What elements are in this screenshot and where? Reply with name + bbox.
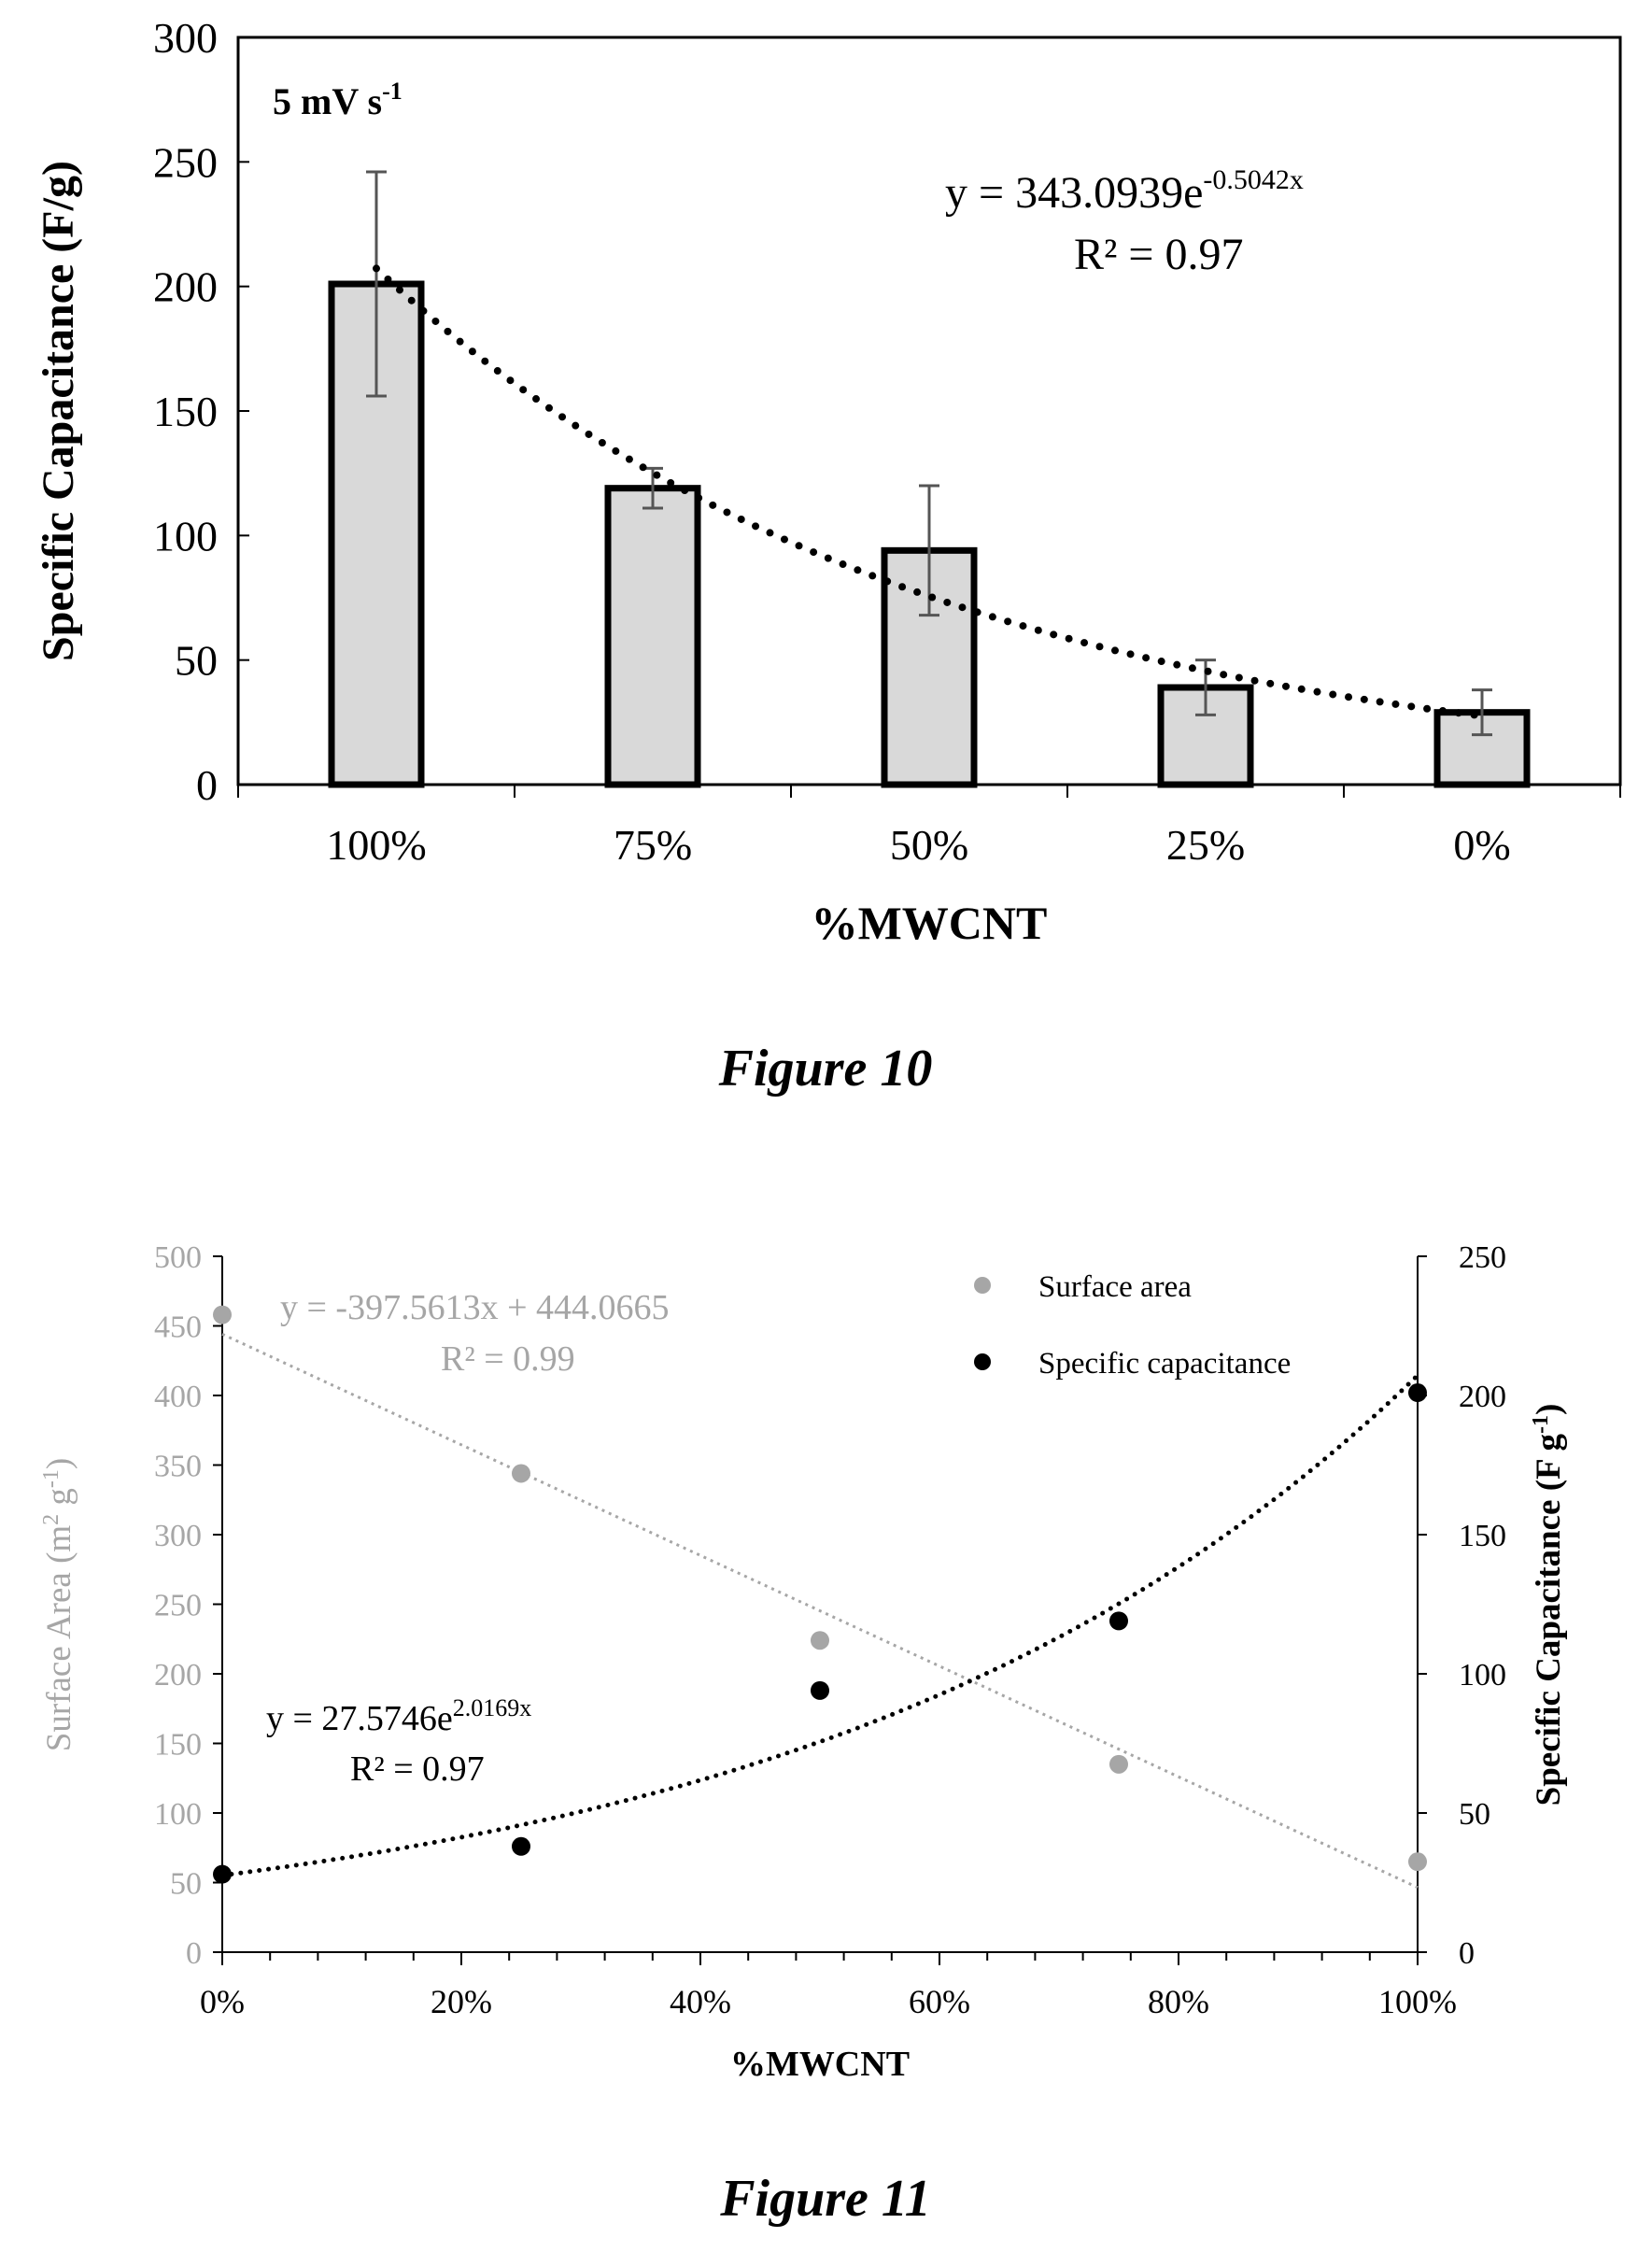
fig11-specific-capacitance-point [811, 1680, 829, 1700]
fig10-x-axis: 100% 75% 50% 25% 0% [237, 785, 1621, 869]
fig11-specific-capacitance-point [213, 1864, 232, 1884]
figure-10-caption: Figure 10 [718, 1040, 933, 1098]
fig10-scan-rate-annotation: 5 mV s-1 [273, 78, 402, 122]
fig11-surface-area-point [213, 1305, 232, 1324]
fig11-capacitance-exponential-trendline [219, 1373, 1420, 1878]
legend-marker-surface-area [974, 1277, 991, 1294]
fig11-trendlines [219, 1332, 1420, 1890]
fig10-y-tick-label: 300 [153, 14, 218, 62]
fig11-points [213, 1305, 1427, 1884]
fig11-x-tick-label: 0% [200, 1983, 245, 2020]
fig10-trend-equation: y = 343.0939e-0.5042x [945, 164, 1304, 218]
fig11-right-tick-label: 0 [1459, 1936, 1475, 1971]
fig10-y-tick-label: 200 [153, 263, 218, 311]
fig11-left-tick-label: 450 [154, 1310, 202, 1345]
fig11-surface-area-point [1408, 1852, 1427, 1872]
fig11-left-axis-label: Surface Area (m2 g-1) [39, 1458, 78, 1752]
fig11-right-tick-label: 150 [1459, 1519, 1506, 1553]
fig10-exponential-trendline [373, 264, 1486, 720]
fig11-right-y-axis: 0 50 100 150 200 250 [1418, 1240, 1506, 1971]
fig11-left-y-axis: 0 50 100 150 200 250 300 350 400 450 500 [154, 1240, 222, 1971]
fig10-x-axis-label: %MWCNT [812, 897, 1048, 949]
fig11-specific-capacitance-point [1109, 1611, 1128, 1631]
fig11-surface-area-point [1109, 1754, 1128, 1774]
fig10-x-tick-label: 100% [326, 821, 426, 869]
fig11-capacitance-trend-equation: y = 27.5746e2.0169x [266, 1694, 531, 1738]
legend-marker-specific-capacitance [974, 1353, 991, 1370]
fig10-bar [604, 485, 701, 788]
figure-11-caption: Figure 11 [719, 2170, 931, 2228]
fig11-right-tick-label: 50 [1459, 1797, 1490, 1832]
fig11-x-tick-label: 100% [1378, 1983, 1457, 2020]
fig11-capacitance-r-squared: R² = 0.97 [350, 1749, 485, 1789]
fig10-y-tick-label: 150 [153, 388, 218, 435]
fig10-x-tick-label: 75% [614, 821, 692, 869]
fig11-specific-capacitance-point [512, 1836, 530, 1856]
fig11-left-tick-label: 100 [154, 1797, 202, 1832]
figure-11-chart: 0 50 100 150 200 250 300 350 400 450 500 0 50 100 150… [39, 1240, 1568, 2084]
fig10-x-tick-label: 50% [890, 821, 968, 869]
legend-label-specific-capacitance: Specific capacitance [1038, 1347, 1291, 1381]
fig11-surface-area-point [811, 1631, 829, 1650]
fig10-y-tick-label: 50 [175, 637, 218, 685]
fig10-r-squared: R² = 0.97 [1074, 230, 1243, 279]
fig10-y-tick-label: 0 [196, 761, 218, 809]
fig11-specific-capacitance-point [1408, 1383, 1427, 1403]
fig11-left-tick-label: 0 [186, 1936, 202, 1971]
fig11-surface-linear-trendline [221, 1332, 1419, 1890]
fig11-legend: Surface area Specific capacitance [974, 1270, 1291, 1381]
fig11-x-tick-label: 40% [670, 1983, 731, 2020]
fig10-y-axis: 0 50 100 150 200 250 300 [153, 14, 249, 809]
fig11-left-tick-label: 200 [154, 1658, 202, 1693]
fig11-x-tick-label: 60% [909, 1983, 970, 2020]
fig11-x-tick-label: 80% [1148, 1983, 1209, 2020]
fig10-x-tick-label: 0% [1453, 821, 1510, 869]
figure-10-chart: 0 50 100 150 200 250 300 100% 75% 50% 25% 0% 5 mV … [34, 14, 1622, 949]
fig11-left-tick-label: 250 [154, 1589, 202, 1623]
fig11-left-tick-label: 400 [154, 1380, 202, 1414]
legend-label-surface-area: Surface area [1038, 1270, 1192, 1304]
fig11-x-axis-label: %MWCNT [730, 2045, 910, 2084]
fig11-right-tick-label: 250 [1459, 1240, 1506, 1275]
fig11-left-tick-label: 300 [154, 1519, 202, 1553]
fig10-bar [1433, 709, 1531, 788]
fig11-left-tick-label: 500 [154, 1240, 202, 1275]
fig11-surface-r-squared: R² = 0.99 [441, 1339, 575, 1379]
fig11-x-axis: 0% 20% 40% 60% 80% 100% [200, 1952, 1457, 2020]
fig11-right-axis-label: Specific Capacitance (F g-1) [1529, 1404, 1568, 1806]
fig11-right-tick-label: 100 [1459, 1658, 1506, 1693]
fig10-y-tick-label: 250 [153, 138, 218, 186]
fig11-left-tick-label: 50 [170, 1867, 202, 1902]
fig10-trendline [373, 264, 1486, 720]
fig11-right-tick-label: 200 [1459, 1380, 1506, 1414]
fig11-surface-area-point [512, 1464, 530, 1483]
fig11-left-tick-label: 150 [154, 1728, 202, 1763]
fig10-y-tick-label: 100 [153, 512, 218, 559]
fig10-bars [328, 280, 1531, 788]
fig10-error-bars [366, 170, 1492, 737]
fig10-x-tick-label: 25% [1166, 821, 1245, 869]
fig11-surface-trend-equation: y = -397.5613x + 444.0665 [280, 1288, 670, 1327]
fig11-left-tick-label: 350 [154, 1450, 202, 1484]
fig10-y-axis-label: Specific Capacitance (F/g) [34, 161, 83, 661]
fig11-x-tick-label: 20% [431, 1983, 492, 2020]
